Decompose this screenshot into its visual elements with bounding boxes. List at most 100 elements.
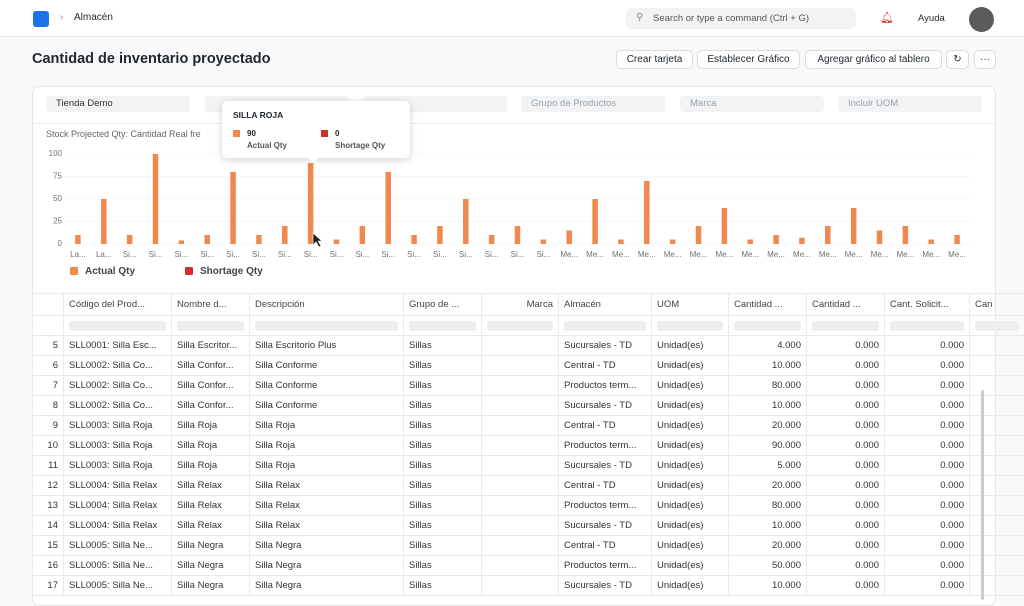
table-cell: SLL0005: Silla Ne...	[64, 536, 172, 556]
x-tick-label: Si...	[226, 250, 240, 259]
bar	[515, 226, 521, 244]
x-tick-label: Me...	[793, 250, 811, 259]
x-tick-label: Me...	[612, 250, 630, 259]
bar	[566, 231, 572, 245]
table-cell	[970, 396, 1024, 416]
x-tick-label: Si...	[278, 250, 292, 259]
table-cell	[482, 356, 559, 376]
table-cell: Unidad(es)	[652, 536, 729, 556]
table-cell: 0.000	[885, 516, 970, 536]
table-cell: Unidad(es)	[652, 476, 729, 496]
filter-cell	[652, 316, 729, 336]
table-cell: Central - TD	[559, 536, 652, 556]
table-cell: Silla Relax	[172, 476, 250, 496]
table-cell: 0.000	[807, 396, 885, 416]
table-cell: Silla Confor...	[172, 376, 250, 396]
table-cell	[970, 496, 1024, 516]
table-cell: Silla Relax	[172, 496, 250, 516]
table-cell	[970, 436, 1024, 456]
table-cell	[970, 476, 1024, 496]
table-cell	[482, 416, 559, 436]
bar	[489, 235, 495, 244]
x-tick-label: Me...	[948, 250, 966, 259]
row-number: 12	[33, 476, 64, 496]
tooltip-value: 90	[247, 129, 256, 138]
chart: 0255075100La...La...Si...Si...Si...Si...…	[0, 0, 1024, 290]
table-cell: 4.000	[729, 336, 807, 356]
table-cell: Silla Roja	[250, 456, 404, 476]
tooltip-label: Actual Qty	[247, 141, 287, 150]
header-cell: Marca	[482, 294, 559, 316]
filter-cell	[559, 316, 652, 336]
bar	[903, 226, 909, 244]
table-cell: 5.000	[729, 456, 807, 476]
table-cell: Central - TD	[559, 356, 652, 376]
table-cell: Unidad(es)	[652, 496, 729, 516]
x-tick-label: Si...	[355, 250, 369, 259]
table-cell: 20.000	[729, 416, 807, 436]
bar	[360, 226, 366, 244]
table-cell: Silla Roja	[250, 436, 404, 456]
row-number: 6	[33, 356, 64, 376]
table-cell: 80.000	[729, 376, 807, 396]
table-cell: 0.000	[885, 576, 970, 596]
bar	[230, 172, 236, 244]
y-tick-label: 75	[53, 172, 62, 181]
filter-row	[33, 316, 1024, 336]
x-tick-label: Me...	[715, 250, 733, 259]
table-cell: Silla Roja	[250, 416, 404, 436]
table-cell: 0.000	[885, 336, 970, 356]
x-tick-label: Si...	[200, 250, 214, 259]
x-tick-label: Si...	[123, 250, 137, 259]
header-cell: Can	[970, 294, 1024, 316]
table-cell: 0.000	[885, 376, 970, 396]
table-cell: Silla Conforme	[250, 356, 404, 376]
bar	[799, 238, 805, 244]
table-cell	[482, 396, 559, 416]
table-cell: Silla Escritorio Plus	[250, 336, 404, 356]
scrollbar[interactable]	[981, 390, 984, 600]
table-cell: Silla Relax	[172, 516, 250, 536]
table-cell: 0.000	[885, 456, 970, 476]
table-cell: 0.000	[885, 416, 970, 436]
table-cell: Silla Confor...	[172, 396, 250, 416]
x-tick-label: La...	[96, 250, 112, 259]
table-cell: Silla Roja	[172, 456, 250, 476]
y-tick-label: 0	[58, 239, 63, 248]
header-cell: Grupo de ...	[404, 294, 482, 316]
table-cell: Unidad(es)	[652, 396, 729, 416]
table-cell: Silla Negra	[250, 576, 404, 596]
bar	[101, 199, 107, 244]
bar	[385, 172, 391, 244]
row-number: 9	[33, 416, 64, 436]
filter-cell	[172, 316, 250, 336]
filter-cell	[482, 316, 559, 336]
tooltip-value: 0	[335, 129, 339, 138]
table-cell	[970, 456, 1024, 476]
header-row: Código del Prod...Nombre d...Descripción…	[33, 294, 1024, 316]
header-cell: Nombre d...	[172, 294, 250, 316]
table-cell: 10.000	[729, 396, 807, 416]
x-tick-label: Si...	[511, 250, 525, 259]
table-cell: Sillas	[404, 436, 482, 456]
table-cell: Productos term...	[559, 376, 652, 396]
table-cell: 10.000	[729, 516, 807, 536]
table-cell	[970, 576, 1024, 596]
bar	[437, 226, 443, 244]
table-cell: 80.000	[729, 496, 807, 516]
table-cell: Silla Roja	[172, 436, 250, 456]
column-filter	[255, 321, 398, 331]
table-cell: SLL0004: Silla Relax	[64, 476, 172, 496]
filter-cell	[250, 316, 404, 336]
column-filter	[734, 321, 801, 331]
column-filter	[890, 321, 964, 331]
bar	[825, 226, 831, 244]
table-cell: 0.000	[885, 356, 970, 376]
